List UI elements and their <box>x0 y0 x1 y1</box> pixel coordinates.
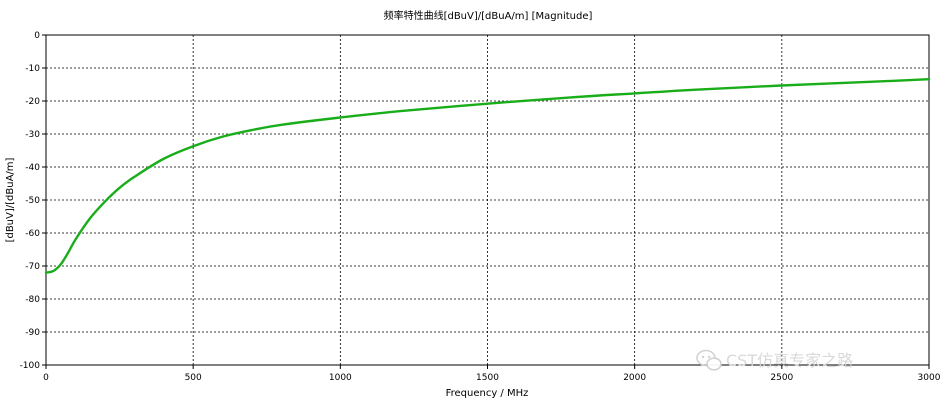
y-axis-label: [dBuV]/[dBuA/m] <box>5 157 16 242</box>
y-tick-label: -30 <box>25 130 40 140</box>
y-ticks: 0 -10 -20 -30 -40 -50 -60 -70 -80 -90 -100 <box>20 31 46 371</box>
y-tick-label: -70 <box>25 262 40 272</box>
x-tick-label: 1500 <box>476 373 499 383</box>
x-tick-label: 3000 <box>918 373 940 383</box>
y-tick-label: -90 <box>25 328 40 338</box>
y-tick-label: -10 <box>25 64 40 74</box>
y-tick-label: -60 <box>25 229 40 239</box>
y-tick-label: -20 <box>25 97 40 107</box>
x-axis-label: Frequency / MHz <box>446 388 529 399</box>
y-tick-label: -40 <box>25 163 40 173</box>
y-tick-label: -80 <box>25 295 40 305</box>
x-ticks: 0 500 1000 1500 2000 2500 3000 <box>43 365 940 383</box>
series-line <box>44 78 931 274</box>
x-tick-label: 2500 <box>770 373 793 383</box>
y-tick-label: -50 <box>25 196 40 206</box>
x-tick-label: 500 <box>185 373 202 383</box>
chart-title: 频率特性曲线[dBuV]/[dBuA/m] [Magnitude] <box>384 9 593 22</box>
x-tick-label: 2000 <box>623 373 646 383</box>
x-tick-label: 1000 <box>329 373 352 383</box>
y-tick-label: -100 <box>20 361 41 371</box>
grid <box>46 35 929 365</box>
x-tick-label: 0 <box>43 373 49 383</box>
watermark-text: CST仿真专家之路 <box>726 351 853 370</box>
wechat-icon <box>696 349 722 371</box>
y-tick-label: 0 <box>34 31 40 41</box>
watermark: CST仿真专家之路 <box>696 349 853 371</box>
